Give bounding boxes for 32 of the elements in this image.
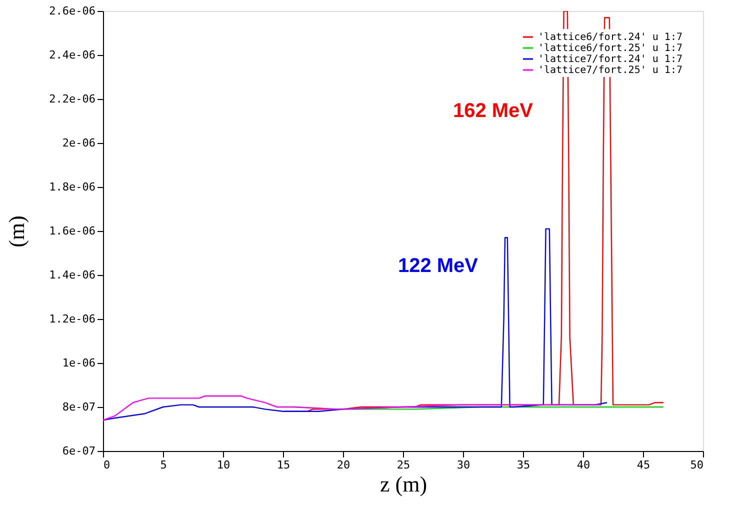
legend-label: 'lattice6/fort.25' u 1:7: [538, 43, 682, 54]
y-tick-label: 8e-07: [62, 400, 96, 414]
x-tick-label: 0: [104, 458, 110, 472]
y-tick-label: 2.2e-06: [49, 92, 96, 106]
legend-label: 'lattice7/fort.25' u 1:7: [538, 65, 682, 76]
x-tick-label: 25: [396, 458, 410, 472]
x-tick-label: 5: [160, 458, 167, 472]
x-tick-label: 30: [456, 458, 470, 472]
line-series: [103, 228, 608, 421]
line-series: [103, 395, 602, 421]
x-tick-label: 45: [636, 458, 650, 472]
y-tick-label: 1.6e-06: [49, 224, 96, 238]
x-tick-label: 40: [576, 458, 590, 472]
y-tick-label: 2.4e-06: [49, 48, 96, 62]
x-tick-label: 20: [336, 458, 350, 472]
y-tick-label: 1.2e-06: [49, 312, 96, 326]
x-tick-label: 50: [690, 458, 704, 472]
y-axis-title: (m): [4, 216, 30, 248]
x-tick-label: 35: [516, 458, 530, 472]
y-tick-label: 6e-07: [62, 444, 96, 458]
x-tick-label: 15: [276, 458, 290, 472]
y-tick-label: 2e-06: [62, 136, 96, 150]
x-tick-label: 10: [216, 458, 230, 472]
y-tick-label: 1e-06: [62, 356, 96, 370]
annotation: 122 MeV: [398, 255, 479, 277]
y-tick-label: 1.8e-06: [49, 180, 96, 194]
annotation: 162 MeV: [452, 100, 534, 122]
y-tick-label: 1.4e-06: [49, 268, 96, 282]
x-axis-title: z (m): [380, 472, 428, 496]
legend-label: 'lattice6/fort.24' u 1:7: [538, 32, 682, 43]
y-tick-label: 2.6e-06: [49, 4, 96, 18]
legend-label: 'lattice7/fort.24' u 1:7: [538, 54, 682, 65]
